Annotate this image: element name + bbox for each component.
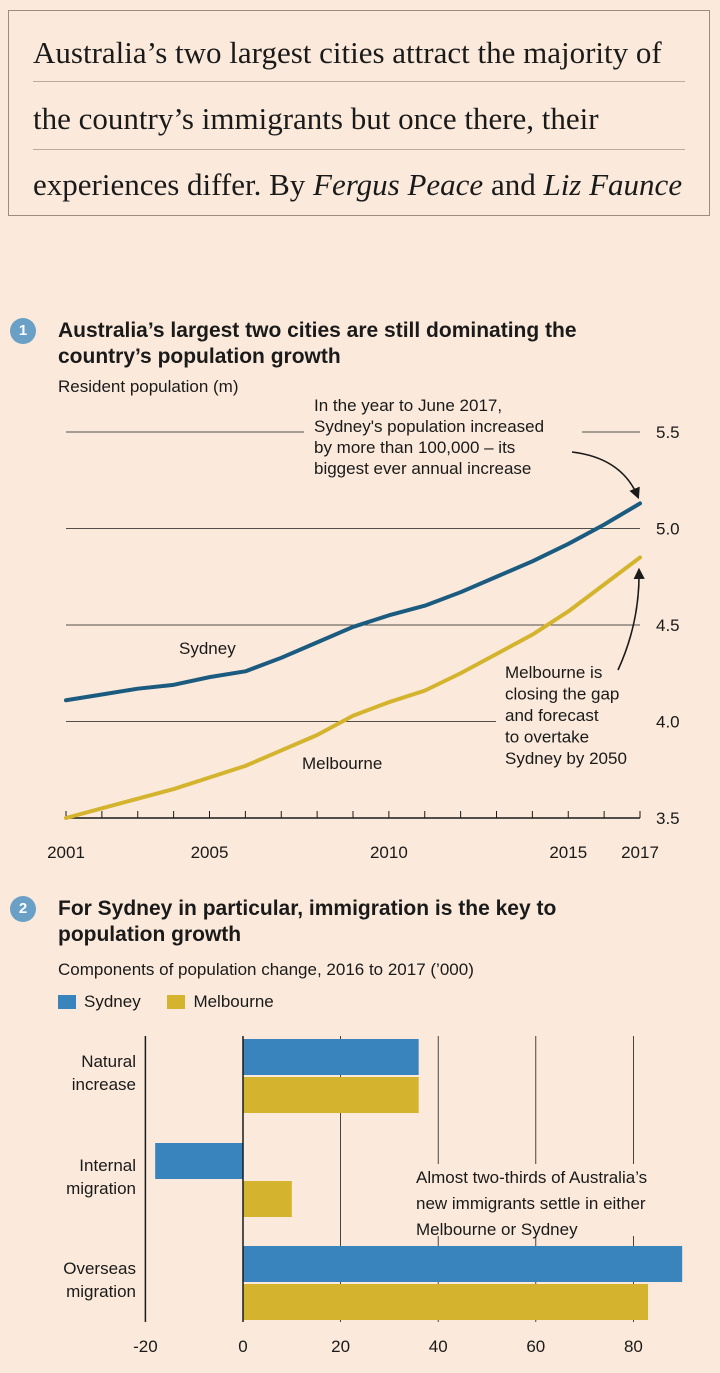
x-tick-label: 2017 bbox=[621, 843, 659, 862]
x-tick-label: 2015 bbox=[549, 843, 587, 862]
y-tick-label: 5.5 bbox=[656, 423, 680, 442]
bar-chart: Almost two-thirds of Australia’s new immi… bbox=[63, 1036, 700, 1356]
x-tick-label: 60 bbox=[526, 1337, 545, 1356]
x-tick-label: 40 bbox=[429, 1337, 448, 1356]
intro-box: Australia’s two largest cities attract t… bbox=[8, 10, 710, 216]
annotation-2-line: and forecast bbox=[505, 706, 599, 725]
annotation-1-line: by more than 100,000 – its bbox=[314, 438, 515, 457]
y-tick-label: 3.5 bbox=[656, 809, 680, 828]
x-tick-label: -20 bbox=[133, 1337, 158, 1356]
annotation-1-arrow bbox=[571, 451, 640, 500]
annotation-3-line: new immigrants settle in either bbox=[416, 1194, 646, 1213]
series-label-melbourne: Melbourne bbox=[302, 754, 382, 773]
category-label: Internal bbox=[79, 1156, 136, 1175]
bar-melbourne bbox=[243, 1181, 292, 1217]
bar-melbourne bbox=[243, 1284, 649, 1320]
bar-melbourne bbox=[243, 1077, 419, 1113]
category-label: Overseas bbox=[63, 1259, 136, 1278]
intro-and: and bbox=[483, 167, 544, 202]
annotation-3-line: Melbourne or Sydney bbox=[416, 1220, 578, 1239]
section-2-badge: 2 bbox=[10, 896, 36, 922]
category-label: Natural bbox=[81, 1052, 136, 1071]
annotation-1-line: In the year to June 2017, bbox=[314, 396, 502, 415]
intro-divider-2 bbox=[33, 149, 685, 150]
category-label: increase bbox=[72, 1075, 136, 1094]
annotation-3-line: Almost two-thirds of Australia’s bbox=[416, 1168, 647, 1187]
category-label: migration bbox=[66, 1179, 136, 1198]
series-label-sydney: Sydney bbox=[179, 639, 236, 658]
annotation-2-arrow bbox=[617, 567, 645, 671]
annotation-1-line: Sydney's population increased bbox=[314, 417, 544, 436]
section-1-subtitle: Resident population (m) bbox=[58, 377, 239, 396]
intro-line-2: the country’s immigrants but once there,… bbox=[33, 101, 599, 136]
author-2: Liz Faunce bbox=[543, 167, 683, 202]
category-label: migration bbox=[66, 1282, 136, 1301]
legend-swatch-sydney bbox=[58, 995, 76, 1009]
x-tick-label: 80 bbox=[624, 1337, 643, 1356]
intro-divider-1 bbox=[33, 81, 685, 82]
x-tick-label: 0 bbox=[238, 1337, 247, 1356]
bar-sydney bbox=[243, 1039, 419, 1075]
section-2-title-line-1: For Sydney in particular, immigration is… bbox=[58, 897, 557, 920]
section-2-title-line-2: population growth bbox=[58, 923, 242, 946]
section-1-title-line-1: Australia’s largest two cities are still… bbox=[58, 319, 577, 342]
annotation-2-line: Sydney by 2050 bbox=[505, 749, 627, 768]
series-line-sydney bbox=[64, 501, 642, 703]
bar-sydney bbox=[155, 1143, 243, 1179]
series-line-melbourne bbox=[64, 555, 642, 820]
section-2-title: For Sydney in particular, immigration is… bbox=[58, 896, 556, 948]
annotation-1-backdrop bbox=[304, 391, 582, 481]
annotation-1-line: biggest ever annual increase bbox=[314, 459, 531, 478]
legend-item-melbourne: Melbourne bbox=[167, 992, 274, 1012]
bar-sydney bbox=[243, 1246, 683, 1282]
x-tick-label: 2005 bbox=[191, 843, 229, 862]
bar-chart-legend: Sydney Melbourne bbox=[58, 992, 296, 1014]
section-2-subtitle: Components of population change, 2016 to… bbox=[58, 960, 474, 979]
line-chart: 3.5 4.0 4.5 5.0 5.5 2001 2005 2010 2015 2017 Sydne… bbox=[47, 391, 680, 862]
author-1: Fergus Peace bbox=[313, 167, 484, 202]
annotation-2-line: to overtake bbox=[505, 728, 589, 747]
x-tick-label: 20 bbox=[331, 1337, 350, 1356]
legend-label-sydney: Sydney bbox=[84, 992, 141, 1011]
y-tick-label: 4.5 bbox=[656, 616, 680, 635]
section-1-title-line-2: country’s population growth bbox=[58, 345, 341, 368]
section-1-title: Australia’s largest two cities are still… bbox=[58, 318, 577, 370]
intro-byline-prefix: experiences differ. By bbox=[33, 167, 314, 202]
annotation-2-line: Melbourne is bbox=[505, 663, 602, 682]
intro-line-3: experiences differ. By Fergus Peace and … bbox=[33, 169, 685, 200]
y-tick-label: 4.0 bbox=[656, 713, 680, 732]
annotation-2-backdrop bbox=[496, 658, 646, 772]
y-tick-label: 5.0 bbox=[656, 520, 680, 539]
legend-item-sydney: Sydney bbox=[58, 992, 141, 1012]
intro-line-1: Australia’s two largest cities attract t… bbox=[33, 35, 662, 70]
section-1-badge: 1 bbox=[10, 318, 36, 344]
x-tick-label: 2010 bbox=[370, 843, 408, 862]
legend-label-melbourne: Melbourne bbox=[193, 992, 274, 1011]
x-tick-label: 2001 bbox=[47, 843, 85, 862]
annotation-2-line: closing the gap bbox=[505, 685, 619, 704]
annotation-3-backdrop bbox=[410, 1164, 700, 1236]
legend-swatch-melbourne bbox=[167, 995, 186, 1009]
